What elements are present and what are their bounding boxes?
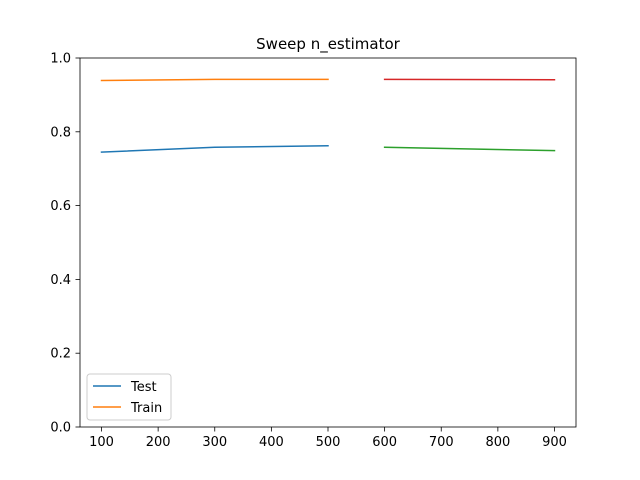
chart-title: Sweep n_estimator: [256, 35, 400, 54]
y-tick-label: 0.2: [50, 347, 71, 362]
series-line-train: [100, 78, 329, 82]
x-tick-label: 500: [316, 435, 341, 450]
x-tick-label: 200: [146, 435, 171, 450]
x-tick-label: 100: [89, 435, 114, 450]
y-tick-label: 0.6: [50, 199, 71, 214]
x-tick-label: 700: [429, 435, 454, 450]
y-tick-label: 0.8: [50, 125, 71, 140]
y-tick-label: 0.0: [50, 421, 71, 436]
x-tick-label: 800: [485, 435, 510, 450]
series-line-unnamed-2: [383, 146, 556, 152]
x-tick-label: 900: [542, 435, 567, 450]
y-tick-label: 1.0: [50, 52, 71, 67]
plot-area: 100 200 300 400 500 600 700 800 900 0.0 0.2 0.4 0.6 0…: [50, 52, 577, 450]
x-tick-label: 300: [202, 435, 227, 450]
legend-label-test: Test: [130, 380, 157, 395]
series-line-test: [100, 145, 329, 153]
y-tick-label: 0.4: [50, 273, 71, 288]
legend-label-train: Train: [130, 401, 162, 416]
x-tick-label: 400: [259, 435, 284, 450]
x-tick-label: 600: [372, 435, 397, 450]
legend: Test Train: [86, 373, 172, 421]
